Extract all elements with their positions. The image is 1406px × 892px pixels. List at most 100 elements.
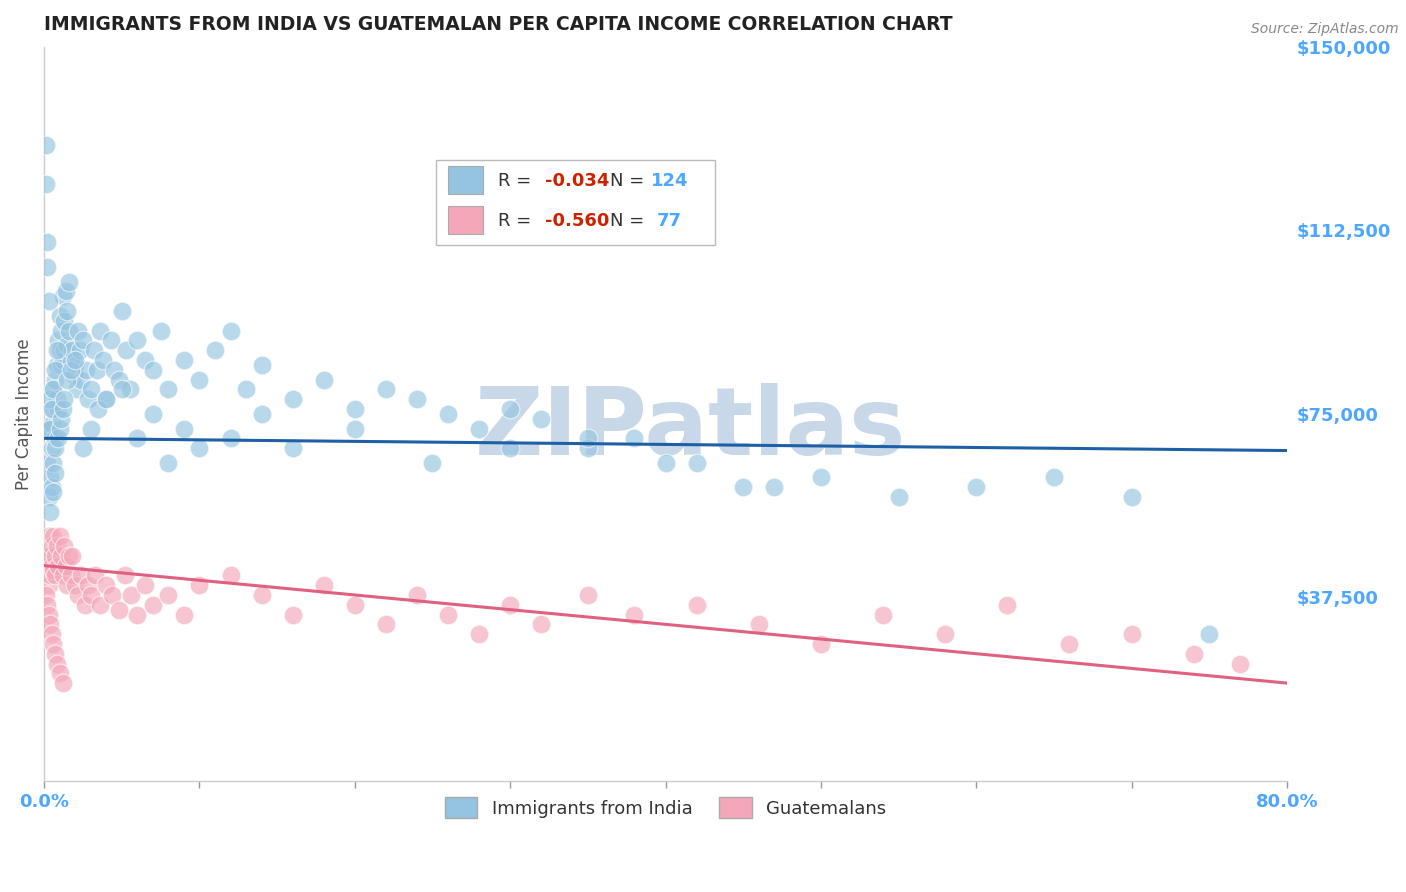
- Point: [72, 334, 94, 348]
- Point: [42, 485, 65, 500]
- Point: [58, 324, 80, 338]
- Point: [52, 289, 75, 303]
- Point: [37, 598, 59, 612]
- Point: [995, 598, 1018, 612]
- Point: [111, 382, 134, 396]
- Point: [188, 578, 211, 592]
- Point: [69, 343, 91, 358]
- Point: [934, 627, 956, 641]
- Point: [250, 358, 273, 372]
- Legend: Immigrants from India, Guatemalans: Immigrants from India, Guatemalans: [436, 789, 896, 827]
- Text: IMMIGRANTS FROM INDIA VS GUATEMALAN PER CAPITA INCOME CORRELATION CHART: IMMIGRANTS FROM INDIA VS GUATEMALAN PER …: [44, 15, 953, 34]
- Point: [52, 353, 75, 368]
- Point: [59, 353, 82, 368]
- Point: [48, 309, 70, 323]
- Point: [100, 334, 122, 348]
- Point: [48, 666, 70, 681]
- Point: [70, 373, 93, 387]
- Point: [39, 505, 62, 519]
- Point: [235, 382, 257, 396]
- Point: [111, 304, 134, 318]
- Point: [114, 568, 136, 582]
- Point: [38, 529, 60, 543]
- Point: [63, 353, 86, 368]
- Point: [115, 343, 138, 358]
- Text: 124: 124: [651, 172, 688, 190]
- Point: [42, 529, 65, 543]
- Point: [188, 441, 211, 455]
- Point: [44, 373, 66, 387]
- Point: [685, 456, 707, 470]
- Point: [468, 627, 491, 641]
- Point: [763, 480, 786, 494]
- Point: [38, 392, 60, 406]
- Point: [56, 373, 79, 387]
- Point: [42, 564, 65, 578]
- Point: [34, 137, 56, 152]
- Point: [44, 441, 66, 455]
- Point: [437, 607, 460, 622]
- Point: [38, 294, 60, 309]
- Point: [530, 617, 553, 632]
- Point: [204, 343, 226, 358]
- Point: [55, 558, 77, 573]
- Point: [56, 578, 79, 592]
- Point: [75, 363, 97, 377]
- Point: [53, 539, 76, 553]
- Point: [107, 373, 129, 387]
- Point: [58, 549, 80, 563]
- Point: [41, 480, 63, 494]
- Text: -0.034: -0.034: [546, 172, 609, 190]
- Point: [39, 470, 62, 484]
- Point: [59, 363, 82, 377]
- Point: [219, 324, 242, 338]
- Point: [872, 607, 894, 622]
- Point: [46, 401, 69, 416]
- Point: [80, 421, 103, 435]
- Point: [281, 607, 304, 622]
- Point: [86, 363, 108, 377]
- Point: [127, 607, 149, 622]
- Point: [44, 363, 66, 377]
- Point: [1198, 627, 1220, 641]
- Point: [34, 177, 56, 191]
- Point: [149, 324, 172, 338]
- Point: [44, 431, 66, 445]
- Point: [623, 607, 645, 622]
- Point: [103, 363, 125, 377]
- Point: [80, 382, 103, 396]
- Point: [250, 588, 273, 602]
- Text: 77: 77: [657, 211, 682, 230]
- Point: [76, 392, 98, 406]
- Point: [56, 338, 79, 352]
- Point: [173, 421, 195, 435]
- Point: [312, 373, 335, 387]
- Point: [281, 441, 304, 455]
- Point: [406, 588, 429, 602]
- Point: [312, 578, 335, 592]
- Point: [406, 392, 429, 406]
- Point: [733, 480, 755, 494]
- Y-axis label: Per Capita Income: Per Capita Income: [15, 338, 32, 490]
- Text: -0.560: -0.560: [546, 211, 609, 230]
- Point: [437, 407, 460, 421]
- Bar: [449, 167, 482, 194]
- Point: [157, 456, 180, 470]
- Bar: [449, 206, 482, 234]
- Point: [1182, 647, 1205, 661]
- Point: [96, 392, 118, 406]
- Point: [84, 568, 107, 582]
- Point: [134, 353, 156, 368]
- Point: [39, 568, 62, 582]
- Point: [38, 490, 60, 504]
- Point: [219, 431, 242, 445]
- Point: [58, 275, 80, 289]
- Point: [44, 647, 66, 661]
- Point: [45, 392, 67, 406]
- Point: [96, 578, 118, 592]
- Point: [343, 421, 366, 435]
- Point: [39, 617, 62, 632]
- Point: [1059, 637, 1081, 651]
- Point: [343, 401, 366, 416]
- Bar: [436, 161, 716, 245]
